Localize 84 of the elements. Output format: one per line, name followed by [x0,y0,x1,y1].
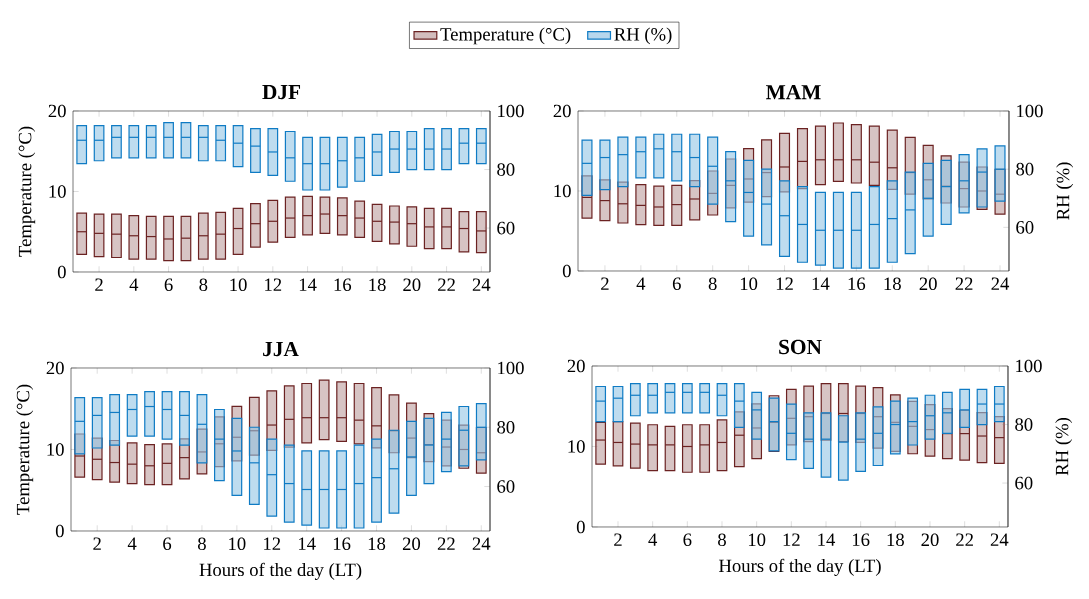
y-tick-label: 0 [576,520,585,534]
x-tick-label: 10 [230,278,247,292]
x-tick-label: 14 [812,277,830,290]
y-tick-label: 10 [49,185,66,198]
x-tick-label: 14 [299,278,317,291]
x-tick-label: 8 [197,537,206,551]
x-tick-label: 22 [955,277,973,290]
x-tick-label: 16 [848,277,866,291]
x-tick-label: 20 [919,277,937,291]
x-tick-label: 6 [164,278,173,292]
y2-tick-label: 60 [497,221,515,235]
y-tick-label: 10 [568,440,585,453]
x-tick-label: 18 [887,533,904,547]
x-tick-label: 18 [884,277,901,291]
y-tick-label: 0 [57,265,66,279]
y2-tick-label: 60 [1016,221,1034,234]
y2-tick-label: 60 [1015,476,1033,490]
y-tick-label: 20 [553,104,571,118]
x-tick-label: 8 [708,277,717,291]
chart-title: DJF [262,84,301,100]
y2-axis-title: RH (%) [1055,418,1073,476]
y-tick-label: 10 [47,443,64,456]
y2-tick-label: 80 [1015,418,1033,431]
x-tick-label: 22 [438,278,455,291]
x-tick-label: 4 [648,533,658,546]
x-tick-label: 8 [199,278,208,292]
x-tick-label: 22 [437,537,455,550]
x-tick-label: 16 [852,533,870,547]
y-tick-label: 20 [567,359,585,373]
x-tick-label: 12 [776,277,793,290]
x-tick-label: 20 [402,537,421,551]
y2-axis-title: RH (%) [1056,162,1074,220]
x-tick-label: 24 [990,533,1009,546]
x-tick-label: 12 [265,278,282,291]
y-tick-label: 10 [554,184,571,198]
x-tick-label: 22 [956,533,973,546]
x-tick-label: 6 [163,537,172,551]
x-tick-label: 2 [95,278,103,291]
y-axis-title: Temperature (°C) [18,126,36,257]
x-tick-label: 6 [672,277,681,291]
y2-tick-label: 80 [1016,162,1034,176]
legend-label: RH (%) [614,27,672,45]
y-tick-label: 20 [48,104,66,118]
legend-label: Temperature (°C) [440,27,571,45]
y-tick-label: 0 [55,524,64,538]
x-tick-label: 20 [921,533,939,547]
y2-tick-label: 60 [497,480,515,493]
x-tick-label: 2 [93,537,101,550]
x-tick-label: 18 [369,278,386,292]
x-tick-label: 24 [991,277,1010,290]
x-tick-label: 4 [129,278,139,291]
x-tick-label: 10 [229,537,246,551]
y2-tick-label: 100 [1016,359,1042,373]
y-tick-label: 20 [46,361,64,375]
x-tick-label: 4 [127,537,137,550]
y2-tick-label: 80 [497,420,515,434]
x-tick-label: 10 [748,533,766,547]
x-tick-label: 14 [298,537,316,550]
chart-title: JJA [263,341,299,357]
x-tick-label: 16 [334,278,352,292]
x-tick-label: 2 [614,533,622,546]
chart-title: MAM [766,85,821,100]
x-tick-label: 4 [636,277,646,290]
y2-tick-label: 80 [497,163,515,176]
chart-title: SON [779,339,822,355]
y-axis-title: Temperature (°C) [16,384,34,515]
x-tick-label: 24 [472,278,491,291]
y2-tick-label: 100 [498,104,524,118]
x-tick-label: 6 [683,533,692,547]
x-tick-label: 18 [368,537,386,551]
x-tick-label: 8 [718,533,726,547]
x-axis-title: Hours of the day (LT) [718,558,881,576]
x-tick-label: 20 [403,278,421,292]
x-tick-label: 14 [818,533,836,546]
x-tick-label: 2 [601,277,609,290]
y2-tick-label: 100 [1017,104,1043,118]
x-tick-label: 10 [740,277,758,291]
x-tick-label: 12 [264,537,281,550]
x-tick-label: 24 [472,537,491,550]
x-tick-label: 12 [783,533,800,546]
x-tick-label: 16 [333,537,351,551]
x-axis-title: Hours of the day (LT) [199,562,362,580]
y-tick-label: 0 [562,264,571,278]
y2-tick-label: 100 [498,361,524,375]
